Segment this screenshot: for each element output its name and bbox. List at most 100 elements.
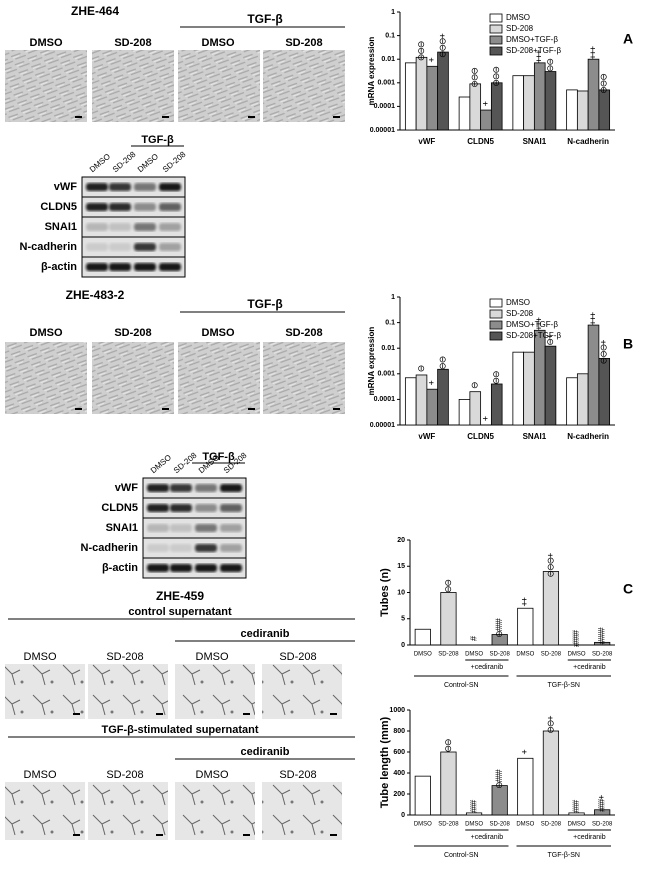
significance-marker: ⊖	[416, 365, 426, 372]
x-tick-label: DMSO	[414, 652, 432, 658]
group-label: Control-SN	[444, 852, 479, 859]
treatment-label: TGF-β	[247, 12, 282, 26]
blot-band	[147, 524, 169, 532]
blot-band	[134, 183, 156, 191]
blot-band	[147, 504, 169, 512]
blot-band	[147, 484, 169, 492]
bar	[568, 812, 585, 816]
blot-band	[134, 223, 156, 231]
blot-strip	[81, 256, 186, 278]
blot-band	[170, 504, 192, 512]
x-tick-label: N-cadherin	[567, 432, 609, 441]
y-axis-label: Tube length (mm)	[379, 716, 391, 808]
significance-marker: ⊖⊖⊖+	[437, 33, 447, 58]
blot-band	[109, 243, 131, 251]
protein-label: vWF	[115, 482, 139, 494]
y-axis-label: Tubes (n)	[379, 568, 391, 617]
bar	[437, 51, 449, 131]
significance-marker: +++	[534, 317, 544, 331]
bar	[490, 82, 503, 131]
bar	[490, 383, 503, 426]
bar	[533, 62, 546, 131]
bar	[480, 109, 492, 131]
blot-band	[159, 263, 181, 271]
x-tick-label: SD-208	[438, 822, 459, 828]
bar	[437, 368, 449, 426]
bar	[533, 329, 546, 426]
bar	[542, 571, 560, 646]
blot-band	[170, 524, 192, 532]
bar	[426, 388, 439, 426]
protein-label: CLDN5	[40, 201, 77, 213]
blot-treatment: TGF-β	[141, 134, 174, 146]
bar	[594, 809, 611, 816]
subgroup-label: +cediranib	[471, 834, 504, 841]
row-title: TGF-β-stimulated supernatant	[101, 724, 258, 736]
condition-label: SD-208	[106, 769, 143, 781]
significance-marker: ###+	[597, 795, 607, 812]
bar	[523, 75, 535, 131]
bar	[576, 373, 589, 426]
significance-marker: ⊖⊖⊖+	[545, 553, 555, 578]
significance-marker: ⊖###	[494, 769, 504, 789]
micrograph	[263, 50, 345, 122]
y-tick-label: 200	[393, 791, 405, 798]
y-tick-label: 10	[397, 589, 405, 596]
significance-marker: +	[480, 101, 490, 106]
blot-band	[134, 263, 156, 271]
scale-bar	[156, 713, 163, 715]
subgroup-label: +cediranib	[471, 664, 504, 671]
significance-marker: +++	[534, 50, 544, 64]
scale-bar	[162, 116, 169, 118]
y-axis-label: mRNA expression	[367, 327, 376, 396]
blot-band	[220, 484, 242, 492]
y-tick-label: 0.001	[377, 80, 395, 87]
legend-swatch	[489, 298, 503, 308]
significance-marker: ⊖⊖	[443, 580, 453, 594]
significance-marker: +++	[588, 312, 598, 326]
significance-marker: ⊖⊖⊖	[599, 74, 609, 94]
section-title: ZHE-459	[156, 589, 204, 603]
y-tick-label: 0.001	[377, 371, 395, 378]
significance-marker: ⊖⊖⊖	[491, 67, 501, 87]
y-tick-label: 0.0001	[374, 103, 396, 110]
condition-label: SD-208	[279, 651, 316, 663]
bar	[566, 377, 578, 426]
bar	[465, 812, 483, 816]
condition-label: SD-208	[114, 37, 151, 49]
group-label: Control-SN	[444, 682, 479, 689]
condition-label: DMSO	[202, 37, 235, 49]
bar	[587, 58, 600, 131]
blot-band	[195, 544, 217, 552]
scale-bar	[75, 408, 82, 410]
protein-label: N-cadherin	[81, 542, 139, 554]
significance-marker: +++	[588, 46, 598, 60]
protein-label: β-actin	[102, 562, 138, 574]
x-tick-label: SD-208	[490, 652, 511, 658]
panel-label: C	[623, 581, 633, 597]
protein-label: CLDN5	[101, 502, 138, 514]
y-tick-label: 1000	[389, 707, 405, 714]
x-tick-label: SNAI1	[523, 137, 547, 146]
bar	[469, 83, 482, 131]
bar	[404, 377, 417, 426]
x-tick-label: CLDN5	[467, 137, 494, 146]
x-tick-label: SD-208	[541, 652, 562, 658]
legend-label: SD-208+TGF-β	[506, 331, 561, 340]
x-tick-label: SD-208	[438, 652, 459, 658]
significance-marker: ++	[520, 597, 530, 606]
condition-label: DMSO	[30, 327, 63, 339]
y-tick-label: 0.0001	[374, 396, 396, 403]
protein-label: SNAI1	[106, 522, 138, 534]
micrograph	[262, 664, 342, 719]
y-tick-label: 600	[393, 749, 405, 756]
blot-band	[195, 484, 217, 492]
significance-marker: ⊖+	[545, 334, 555, 346]
x-tick-label: DMSO	[516, 822, 534, 828]
bar	[523, 351, 535, 426]
blot-strip	[142, 557, 247, 579]
bar	[542, 730, 560, 816]
panel-label: B	[623, 336, 633, 352]
scale-bar	[75, 116, 82, 118]
condition-label: SD-208	[114, 327, 151, 339]
